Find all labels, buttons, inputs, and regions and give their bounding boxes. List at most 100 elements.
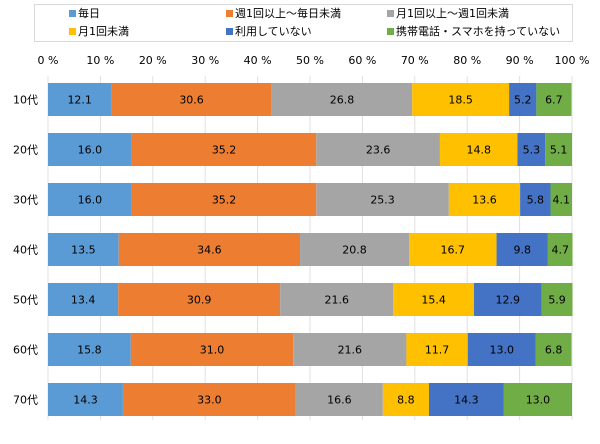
data-label: 13.5 xyxy=(71,244,96,257)
bar-segment xyxy=(412,83,510,116)
bar-segment xyxy=(467,333,536,366)
data-label: 16.0 xyxy=(78,144,103,157)
x-tick-label: 20 % xyxy=(139,54,167,67)
bar-segment xyxy=(316,133,440,166)
category-label: 70代 xyxy=(13,394,38,407)
data-label: 35.2 xyxy=(212,194,237,207)
x-tick-label: 100 % xyxy=(555,54,590,67)
bar-segment xyxy=(406,333,468,366)
category-label: 50代 xyxy=(13,294,38,307)
bar-segment xyxy=(122,383,296,416)
bar-segment xyxy=(48,183,132,216)
data-label: 5.1 xyxy=(550,144,568,157)
data-label: 33.0 xyxy=(197,394,222,407)
bar-segment xyxy=(503,383,572,416)
data-label: 16.6 xyxy=(327,394,352,407)
bar-segment xyxy=(48,283,119,316)
legend-item: 週1回以上～毎日未満 xyxy=(226,7,341,20)
data-label: 15.4 xyxy=(421,294,446,307)
bar-segment xyxy=(118,283,281,316)
legend-swatch xyxy=(69,28,76,35)
bar-segment xyxy=(111,83,272,116)
legend-item: 利用していない xyxy=(226,25,312,38)
data-label: 14.8 xyxy=(466,144,491,157)
bar-segment xyxy=(536,83,572,116)
bar-segment xyxy=(300,233,410,266)
bar-segment xyxy=(535,333,572,366)
bar-segment xyxy=(474,283,542,316)
bar-segment xyxy=(316,183,449,216)
x-tick-label: 80 % xyxy=(453,54,481,67)
data-label: 9.8 xyxy=(513,244,531,257)
legend-swatch xyxy=(226,10,233,17)
bar-segment xyxy=(48,133,132,166)
bar-segment xyxy=(520,183,551,216)
bar-segment xyxy=(48,83,112,116)
data-label: 18.5 xyxy=(448,94,473,107)
data-label: 5.3 xyxy=(523,144,541,157)
bar-segment xyxy=(393,283,475,316)
x-tick-label: 50 % xyxy=(296,54,324,67)
legend-item: 携帯電話・スマホを持っていない xyxy=(387,25,560,38)
bar-segment xyxy=(48,233,119,266)
bar-segment xyxy=(517,133,546,166)
bar-segment xyxy=(295,383,383,416)
legend-swatch xyxy=(387,28,394,35)
bar-segment xyxy=(131,183,317,216)
bar-segment xyxy=(541,283,573,316)
data-label: 31.0 xyxy=(200,344,225,357)
chart-legend: 毎日 週1回以上～毎日未満 月1回以上～週1回未満月1回未満 利用していない 携帯電話・… xyxy=(34,4,573,42)
x-tick-label: 0 % xyxy=(38,54,59,67)
data-label: 8.8 xyxy=(397,394,415,407)
data-label: 16.7 xyxy=(441,244,466,257)
data-label: 6.8 xyxy=(545,344,563,357)
bar-segment xyxy=(131,133,317,166)
legend-label: 月1回以上～週1回未満 xyxy=(396,7,509,20)
bar-segment xyxy=(280,283,394,316)
legend-label: 毎日 xyxy=(78,7,100,20)
data-label: 12.9 xyxy=(496,294,521,307)
data-label: 21.6 xyxy=(324,294,349,307)
bar-segment xyxy=(496,233,548,266)
data-label: 30.6 xyxy=(179,94,204,107)
data-label: 34.6 xyxy=(197,244,222,257)
category-label: 10代 xyxy=(13,94,38,107)
bar-segment xyxy=(293,333,407,366)
x-tick-label: 60 % xyxy=(348,54,376,67)
legend-label: 週1回以上～毎日未満 xyxy=(235,7,341,20)
data-label: 13.4 xyxy=(71,294,96,307)
data-label: 4.1 xyxy=(553,194,571,207)
category-label: 40代 xyxy=(13,244,38,257)
bar-segment xyxy=(448,183,521,216)
bar-segment xyxy=(509,83,537,116)
data-label: 16.0 xyxy=(78,194,103,207)
bar-segment xyxy=(48,383,123,416)
x-tick-label: 40 % xyxy=(244,54,272,67)
x-tick-label: 30 % xyxy=(191,54,219,67)
bar-segment xyxy=(130,333,294,366)
x-tick-label: 90 % xyxy=(506,54,534,67)
legend-label: 利用していない xyxy=(235,25,312,38)
data-label: 26.8 xyxy=(330,94,355,107)
data-label: 30.9 xyxy=(187,294,212,307)
bar-segment xyxy=(439,133,518,166)
x-tick-label: 70 % xyxy=(401,54,429,67)
bar-segment xyxy=(118,233,301,266)
legend-item: 毎日 xyxy=(69,7,100,20)
data-label: 13.6 xyxy=(472,194,497,207)
bar-segment xyxy=(382,383,429,416)
legend-label: 月1回未満 xyxy=(78,25,129,38)
data-label: 21.6 xyxy=(338,344,363,357)
legend-swatch xyxy=(387,10,394,17)
bar-segment xyxy=(550,183,572,216)
data-label: 35.2 xyxy=(212,144,237,157)
data-label: 14.3 xyxy=(454,394,479,407)
data-label: 15.8 xyxy=(77,344,102,357)
bar-segment xyxy=(545,133,572,166)
data-label: 14.3 xyxy=(73,394,98,407)
data-label: 25.3 xyxy=(370,194,395,207)
category-label: 30代 xyxy=(13,194,38,207)
data-label: 23.6 xyxy=(366,144,391,157)
bar-segment xyxy=(428,383,504,416)
category-label: 60代 xyxy=(13,344,38,357)
